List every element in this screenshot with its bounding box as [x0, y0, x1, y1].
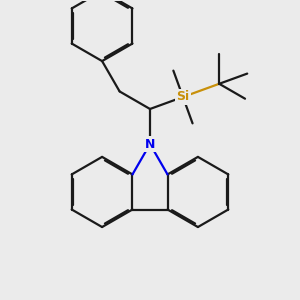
Text: Si: Si — [176, 91, 190, 103]
Text: N: N — [145, 138, 155, 151]
